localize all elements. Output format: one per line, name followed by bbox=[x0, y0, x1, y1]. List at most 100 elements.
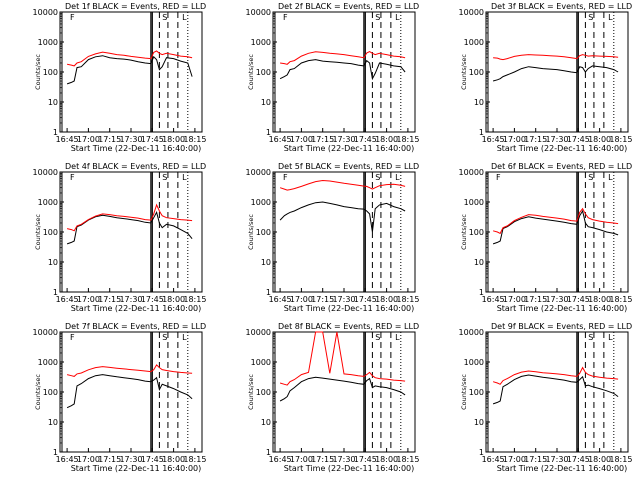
chart-svg: Det 4f BLACK = Events, RED = LLD 1 10 100 10… bbox=[33, 162, 207, 313]
marker-label: L bbox=[182, 173, 187, 182]
x-tick-label: 18:15 bbox=[396, 455, 419, 464]
x-tick-label: 17:00 bbox=[503, 295, 526, 304]
x-tick-label: 17:15 bbox=[524, 455, 547, 464]
x-tick-label: 17:45 bbox=[141, 455, 164, 464]
chart-svg: Det 3f BLACK = Events, RED = LLD 1 10 100 10… bbox=[459, 2, 633, 153]
x-tick-label: 18:15 bbox=[609, 135, 632, 144]
series-line-red bbox=[493, 54, 619, 61]
x-tick-label: 16:45 bbox=[56, 455, 79, 464]
x-axis-label: Start Time (22-Dec-11 16:40:00) bbox=[71, 464, 202, 473]
y-axis-label: Counts/sec bbox=[460, 374, 468, 410]
chart-title: Det 6f BLACK = Events, RED = LLD bbox=[491, 162, 632, 171]
y-tick-label: 1 bbox=[479, 128, 484, 137]
y-tick-label: 10000 bbox=[33, 328, 58, 337]
series-line-black bbox=[279, 59, 406, 81]
x-tick-label: 18:00 bbox=[162, 455, 185, 464]
x-tick-label: 16:45 bbox=[482, 135, 505, 144]
y-tick-label: 1000 bbox=[251, 198, 271, 207]
y-tick-label: 100 bbox=[43, 388, 58, 397]
marker-label: S bbox=[588, 333, 593, 342]
y-tick-label: 10000 bbox=[459, 8, 484, 17]
y-tick-label: 1 bbox=[266, 288, 271, 297]
chart-title: Det 1f BLACK = Events, RED = LLD bbox=[65, 2, 206, 11]
x-tick-label: 17:15 bbox=[311, 135, 334, 144]
x-tick-label: 17:00 bbox=[503, 135, 526, 144]
x-tick-label: 17:15 bbox=[311, 455, 334, 464]
marker-label: L bbox=[608, 13, 613, 22]
y-tick-label: 10 bbox=[261, 258, 271, 267]
y-tick-label: 1000 bbox=[38, 358, 58, 367]
y-tick-label: 100 bbox=[256, 228, 271, 237]
y-tick-label: 1 bbox=[266, 128, 271, 137]
series-line-red bbox=[67, 50, 193, 67]
marker-label: L bbox=[182, 13, 187, 22]
y-axis-label: Counts/sec bbox=[247, 214, 255, 250]
marker-label: S bbox=[162, 333, 167, 342]
marker-label: F bbox=[70, 13, 75, 22]
x-tick-label: 17:15 bbox=[98, 455, 121, 464]
y-tick-label: 10 bbox=[474, 258, 484, 267]
marker-label: L bbox=[182, 333, 187, 342]
x-tick-label: 17:30 bbox=[119, 455, 142, 464]
series-line-black bbox=[279, 376, 406, 402]
marker-label: S bbox=[588, 173, 593, 182]
series-line-black bbox=[66, 211, 193, 245]
marker-label: F bbox=[70, 173, 75, 182]
detector-panel: Det 9f BLACK = Events, RED = LLD 1 10 100 10… bbox=[426, 320, 639, 480]
y-axis-label: Counts/sec bbox=[34, 214, 42, 250]
chart-title: Det 4f BLACK = Events, RED = LLD bbox=[65, 162, 206, 171]
y-tick-label: 100 bbox=[43, 228, 58, 237]
x-tick-label: 18:00 bbox=[162, 295, 185, 304]
series-line-black bbox=[66, 55, 193, 85]
x-tick-label: 17:30 bbox=[545, 135, 568, 144]
x-tick-label: 18:15 bbox=[183, 135, 206, 144]
x-axis-label: Start Time (22-Dec-11 16:40:00) bbox=[71, 304, 202, 313]
y-tick-label: 1000 bbox=[38, 38, 58, 47]
y-tick-label: 1000 bbox=[38, 198, 58, 207]
chart-svg: Det 1f BLACK = Events, RED = LLD 1 10 100 10… bbox=[33, 2, 207, 153]
y-tick-label: 1000 bbox=[251, 38, 271, 47]
x-tick-label: 17:45 bbox=[141, 135, 164, 144]
x-tick-label: 17:45 bbox=[354, 135, 377, 144]
y-tick-label: 10 bbox=[48, 98, 58, 107]
chart-svg: Det 5f BLACK = Events, RED = LLD 1 10 100 10… bbox=[246, 162, 420, 313]
detector-panel: Det 6f BLACK = Events, RED = LLD 1 10 100 10… bbox=[426, 160, 639, 320]
marker-label: S bbox=[588, 13, 593, 22]
y-axis-label: Counts/sec bbox=[460, 54, 468, 90]
y-tick-label: 1 bbox=[479, 288, 484, 297]
plot-frame bbox=[485, 11, 629, 133]
y-tick-label: 10000 bbox=[33, 168, 58, 177]
x-tick-label: 16:45 bbox=[482, 295, 505, 304]
marker-label: S bbox=[375, 333, 380, 342]
y-tick-label: 1 bbox=[53, 448, 58, 457]
x-tick-label: 17:15 bbox=[98, 135, 121, 144]
x-tick-label: 16:45 bbox=[56, 135, 79, 144]
x-tick-label: 17:30 bbox=[119, 135, 142, 144]
y-tick-label: 10 bbox=[48, 418, 58, 427]
series-line-red bbox=[66, 364, 193, 377]
x-tick-label: 16:45 bbox=[482, 455, 505, 464]
marker-label: L bbox=[395, 333, 400, 342]
detector-panel: Det 7f BLACK = Events, RED = LLD 1 10 100 10… bbox=[0, 320, 213, 480]
series-line-red bbox=[280, 51, 406, 65]
x-tick-label: 18:00 bbox=[375, 455, 398, 464]
y-tick-label: 1 bbox=[479, 448, 484, 457]
series-line-red bbox=[492, 207, 619, 235]
y-tick-label: 1000 bbox=[251, 358, 271, 367]
y-tick-label: 10 bbox=[474, 418, 484, 427]
marker-label: L bbox=[395, 13, 400, 22]
y-axis-label: Counts/sec bbox=[247, 54, 255, 90]
x-tick-label: 17:15 bbox=[524, 135, 547, 144]
y-tick-label: 100 bbox=[469, 68, 484, 77]
y-tick-label: 1000 bbox=[464, 198, 484, 207]
series-line-red bbox=[492, 366, 619, 385]
series-line-black bbox=[492, 65, 619, 82]
x-axis-label: Start Time (22-Dec-11 16:40:00) bbox=[284, 464, 415, 473]
detector-panel: Det 3f BLACK = Events, RED = LLD 1 10 100 10… bbox=[426, 0, 639, 160]
detector-panel: Det 5f BLACK = Events, RED = LLD 1 10 100 10… bbox=[213, 160, 426, 320]
marker-label: S bbox=[375, 173, 380, 182]
chart-svg: Det 6f BLACK = Events, RED = LLD 1 10 100 10… bbox=[459, 162, 633, 313]
y-tick-label: 100 bbox=[469, 388, 484, 397]
y-tick-label: 1000 bbox=[464, 358, 484, 367]
plot-frame bbox=[272, 11, 416, 133]
